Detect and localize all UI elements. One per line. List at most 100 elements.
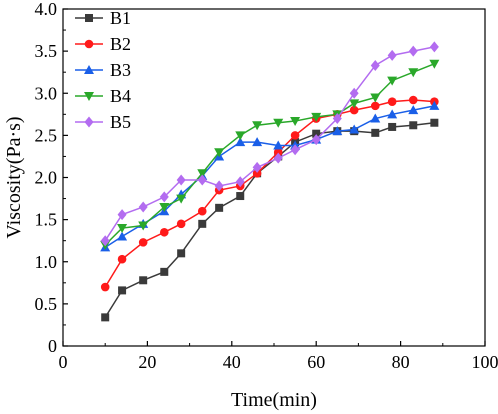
series-line-b2 (104, 99, 435, 288)
data-point-b5 (252, 161, 262, 173)
data-point-b4 (408, 68, 419, 78)
data-point-b2 (370, 101, 380, 111)
data-point-b1 (409, 121, 418, 130)
data-point-b4 (159, 202, 170, 212)
data-point-b5 (159, 191, 169, 203)
legend-item-b3: B3 (75, 60, 131, 80)
data-point-b4 (214, 148, 225, 158)
data-point-b1 (236, 192, 245, 201)
data-point-b5 (370, 59, 380, 71)
data-point-b4 (252, 121, 263, 131)
data-point-b2 (138, 238, 148, 247)
data-point-b2 (159, 227, 169, 237)
legend-label: B3 (110, 60, 131, 80)
x-axis-title: Time(min) (231, 389, 317, 411)
axes: 0 20 40 60 80 100 0 0.5 1.0 1.5 2.0 2.5 3.0 3.5 4.0 (35, 0, 498, 372)
y-tick-label: 0.5 (35, 294, 58, 314)
series-b2 (100, 95, 439, 292)
data-point-b3 (429, 100, 440, 110)
series-layer (100, 41, 440, 322)
data-point-b4 (117, 224, 128, 234)
y-tick-label: 3.5 (35, 41, 58, 61)
legend-label: B2 (110, 34, 131, 54)
data-point-b1 (118, 286, 127, 295)
data-point-b5 (100, 235, 110, 247)
series-b1 (101, 118, 439, 322)
data-point-b5 (387, 49, 397, 61)
data-point-b4 (290, 117, 301, 127)
legend-marker (84, 92, 94, 101)
legend-item-b5: B5 (75, 112, 131, 132)
data-point-b2 (100, 282, 110, 292)
data-point-b1 (430, 118, 439, 127)
data-point-b2 (408, 95, 418, 105)
legend-marker (84, 39, 94, 49)
data-point-b2 (349, 105, 359, 115)
legend-marker (84, 116, 94, 128)
data-point-b5 (214, 180, 224, 192)
data-point-b1 (160, 267, 169, 276)
legend-label: B5 (110, 112, 131, 132)
y-tick-label: 1.5 (35, 210, 58, 230)
y-tick-label: 0 (48, 336, 57, 356)
data-point-b5 (290, 144, 300, 156)
data-point-b1 (215, 203, 224, 212)
series-b5 (100, 41, 439, 247)
data-point-b3 (370, 113, 381, 123)
data-point-b5 (176, 174, 186, 186)
legend-item-b4: B4 (75, 86, 131, 106)
data-point-b1 (312, 129, 321, 138)
data-point-b5 (117, 209, 127, 221)
data-point-b2 (176, 219, 186, 229)
data-point-b1 (139, 276, 148, 285)
legend-item-b1: B1 (75, 8, 131, 28)
data-point-b2 (290, 131, 300, 140)
data-point-b5 (429, 41, 439, 53)
series-line-b1 (104, 121, 435, 318)
data-point-b1 (198, 219, 207, 228)
series-line-b3 (104, 105, 435, 249)
data-point-b3 (273, 140, 284, 150)
y-axis-title: Viscosity(Pa·s) (3, 116, 25, 238)
data-point-b2 (273, 147, 283, 157)
data-point-b5 (332, 113, 342, 125)
x-tick-label: 80 (392, 352, 410, 372)
data-point-b3 (387, 109, 398, 119)
data-point-b4 (429, 59, 440, 69)
data-point-b4 (197, 169, 208, 179)
data-point-b4 (138, 221, 149, 231)
data-point-b3 (332, 126, 343, 136)
legend-marker (85, 14, 93, 22)
y-tick-label: 1.0 (35, 252, 58, 272)
data-point-b2 (117, 254, 127, 264)
data-point-b1 (177, 249, 186, 258)
legend-label: B1 (110, 8, 131, 28)
legend-label: B4 (110, 86, 131, 106)
y-tick-label: 2.5 (35, 125, 58, 145)
data-point-b1 (101, 313, 110, 322)
data-point-b4 (176, 194, 187, 204)
data-point-b5 (138, 201, 148, 213)
data-point-b3 (349, 124, 360, 134)
series-b4 (100, 59, 440, 250)
data-point-b5 (235, 176, 245, 188)
data-point-b3 (235, 137, 246, 147)
y-tick-label: 2.0 (35, 168, 58, 188)
data-point-b2 (252, 168, 262, 178)
data-point-b1 (388, 122, 397, 131)
data-point-b1 (371, 128, 380, 137)
x-tick-label: 100 (472, 352, 498, 372)
data-point-b4 (370, 93, 381, 103)
legend: B1 B2 B3 B4 B5 (75, 8, 131, 132)
data-point-b5 (197, 174, 207, 186)
legend-marker (84, 65, 94, 74)
data-point-b4 (273, 118, 284, 128)
data-point-b5 (311, 134, 321, 146)
legend-item-b2: B2 (75, 34, 131, 54)
data-point-b2 (197, 206, 207, 216)
data-point-b4 (387, 76, 398, 86)
data-point-b5 (408, 45, 418, 57)
y-tick-label: 4.0 (35, 0, 58, 19)
